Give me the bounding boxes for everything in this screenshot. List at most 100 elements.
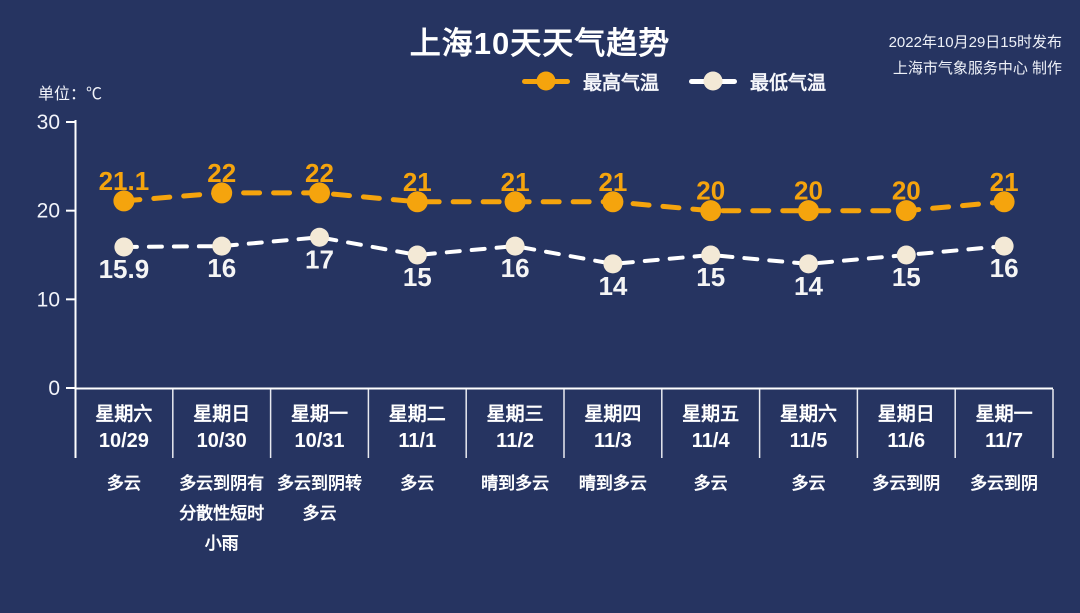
min-temp-value-label-2: 17 — [305, 244, 334, 274]
release-author: 上海市气象服务中心 制作 — [892, 60, 1062, 77]
weather-label: 多云到阴转多云 — [276, 474, 362, 523]
max-temp-point-0 — [113, 190, 135, 212]
weather-label: 晴到多云 — [578, 474, 647, 493]
day-label: 星期六 — [95, 404, 153, 425]
forecast-column-7: 星期六 11/5 多云 — [760, 392, 858, 559]
min-temp-value-label-3: 15 — [403, 262, 432, 292]
min-temp-value-label-4: 16 — [501, 253, 530, 283]
min-temp-point-8 — [896, 245, 916, 265]
min-temp-point-7 — [799, 254, 818, 274]
release-info: 2022年10月29日15时发布 上海市气象服务中心 制作 — [889, 30, 1062, 82]
forecast-column-6: 星期五 11/4 多云 — [662, 392, 760, 559]
date-label: 11/7 — [985, 430, 1023, 452]
min-temp-point-4 — [505, 236, 525, 256]
day-label: 星期三 — [486, 404, 544, 425]
y-tick-label: 0 — [48, 377, 60, 400]
date-label: 11/4 — [691, 430, 730, 452]
min-temp-value-label-0: 15.9 — [99, 254, 150, 284]
max-temp-value-label-3: 21 — [403, 167, 432, 197]
page-title: 上海10天天气趋势 — [409, 26, 671, 61]
weather-label: 多云到阴有分散性短时小雨 — [179, 474, 265, 553]
min-temp-value-label-1: 16 — [207, 253, 236, 283]
max-temp-value-label-0: 21.1 — [99, 166, 150, 196]
max-temp-value-label-1: 22 — [207, 158, 236, 188]
day-label: 星期二 — [388, 404, 446, 425]
max-temp-point-5 — [602, 191, 624, 213]
min-temp-point-0 — [114, 237, 134, 257]
legend-label-max-temp: 最高气温 — [583, 72, 660, 94]
date-label: 11/2 — [496, 430, 534, 452]
min-temp-value-label-7: 14 — [794, 271, 823, 301]
forecast-column-8: 星期日 11/6 多云到阴 — [857, 392, 955, 559]
day-label: 星期四 — [584, 404, 642, 425]
day-label: 星期六 — [779, 404, 837, 425]
legend-label-min-temp: 最低气温 — [750, 72, 827, 94]
weather-label: 多云 — [693, 474, 728, 493]
max-temp-value-label-2: 22 — [305, 158, 334, 188]
date-label: 10/30 — [196, 430, 247, 452]
forecast-column-4: 星期三 11/2 晴到多云 — [466, 392, 564, 559]
forecast-column-5: 星期四 11/3 晴到多云 — [564, 392, 662, 559]
max-temp-point-7 — [798, 200, 819, 222]
max-temp-point-3 — [406, 191, 428, 213]
date-label: 11/1 — [398, 430, 437, 452]
max-temp-line — [121, 190, 1007, 214]
weather-label: 多云 — [400, 474, 435, 493]
max-temp-point-2 — [309, 182, 330, 204]
weather-label: 多云到阴 — [970, 474, 1039, 493]
max-temp-marker-icon — [522, 71, 570, 91]
day-label: 星期日 — [193, 404, 251, 425]
day-label: 星期五 — [682, 404, 740, 425]
min-temp-point-1 — [212, 236, 232, 256]
min-temp-point-9 — [994, 236, 1014, 256]
date-label: 10/29 — [98, 430, 149, 452]
release-time: 2022年10月29日15时发布 — [888, 34, 1062, 51]
forecast-column-9: 星期一 11/7 多云到阴 — [955, 392, 1053, 559]
max-temp-value-label-5: 21 — [598, 167, 627, 197]
min-temp-value-label-6: 15 — [696, 262, 725, 292]
max-temp-value-label-6: 20 — [696, 176, 725, 206]
max-temp-value-label-9: 21 — [990, 167, 1019, 197]
unit-label: 单位：℃ — [38, 86, 103, 103]
min-temp-line — [121, 235, 1007, 266]
date-label: 11/6 — [887, 430, 926, 452]
min-temp-point-6 — [701, 245, 721, 265]
max-temp-value-label-8: 20 — [892, 176, 921, 206]
legend-item-max-temp: 最高气温 — [522, 68, 659, 95]
day-label: 星期日 — [877, 404, 935, 425]
max-temp-value-label-7: 20 — [794, 176, 823, 206]
min-temp-value-label-5: 14 — [598, 271, 627, 301]
max-temp-point-8 — [895, 200, 917, 222]
min-temp-marker-icon — [689, 71, 738, 91]
date-label: 10/31 — [294, 430, 345, 452]
date-label: 11/3 — [593, 430, 632, 452]
forecast-column-2: 星期一 10/31 多云到阴转多云 — [271, 392, 369, 559]
y-tick-label: 20 — [37, 200, 60, 223]
weather-label: 多云 — [791, 474, 826, 493]
max-temp-point-9 — [993, 191, 1015, 213]
y-tick-label: 10 — [37, 288, 60, 311]
min-temp-value-label-9: 16 — [990, 253, 1019, 283]
y-tick-label: 30 — [37, 111, 60, 134]
day-label: 星期一 — [975, 404, 1033, 425]
min-temp-point-5 — [603, 254, 623, 274]
min-temp-point-2 — [310, 227, 329, 247]
day-label: 星期一 — [290, 404, 348, 425]
chart-legend: 最高气温 最低气温 — [522, 66, 826, 96]
forecast-table: 星期六 10/29 多云 星期日 10/30 多云到阴有分散性短时小雨 星期一 10/31 多云… — [75, 392, 1053, 559]
weather-label: 多云到阴 — [872, 474, 941, 493]
date-label: 11/5 — [789, 430, 828, 452]
max-temp-value-label-4: 21 — [501, 167, 530, 197]
max-temp-point-4 — [504, 191, 526, 213]
max-temp-point-1 — [211, 182, 233, 204]
weather-label: 多云 — [106, 474, 141, 493]
legend-item-min-temp: 最低气温 — [689, 68, 826, 95]
max-temp-point-6 — [700, 200, 722, 222]
min-temp-point-3 — [407, 245, 427, 265]
min-temp-value-label-8: 15 — [892, 262, 921, 292]
weather-label: 晴到多云 — [481, 474, 550, 493]
forecast-column-0: 星期六 10/29 多云 — [75, 392, 173, 559]
forecast-column-3: 星期二 11/1 多云 — [368, 392, 466, 559]
